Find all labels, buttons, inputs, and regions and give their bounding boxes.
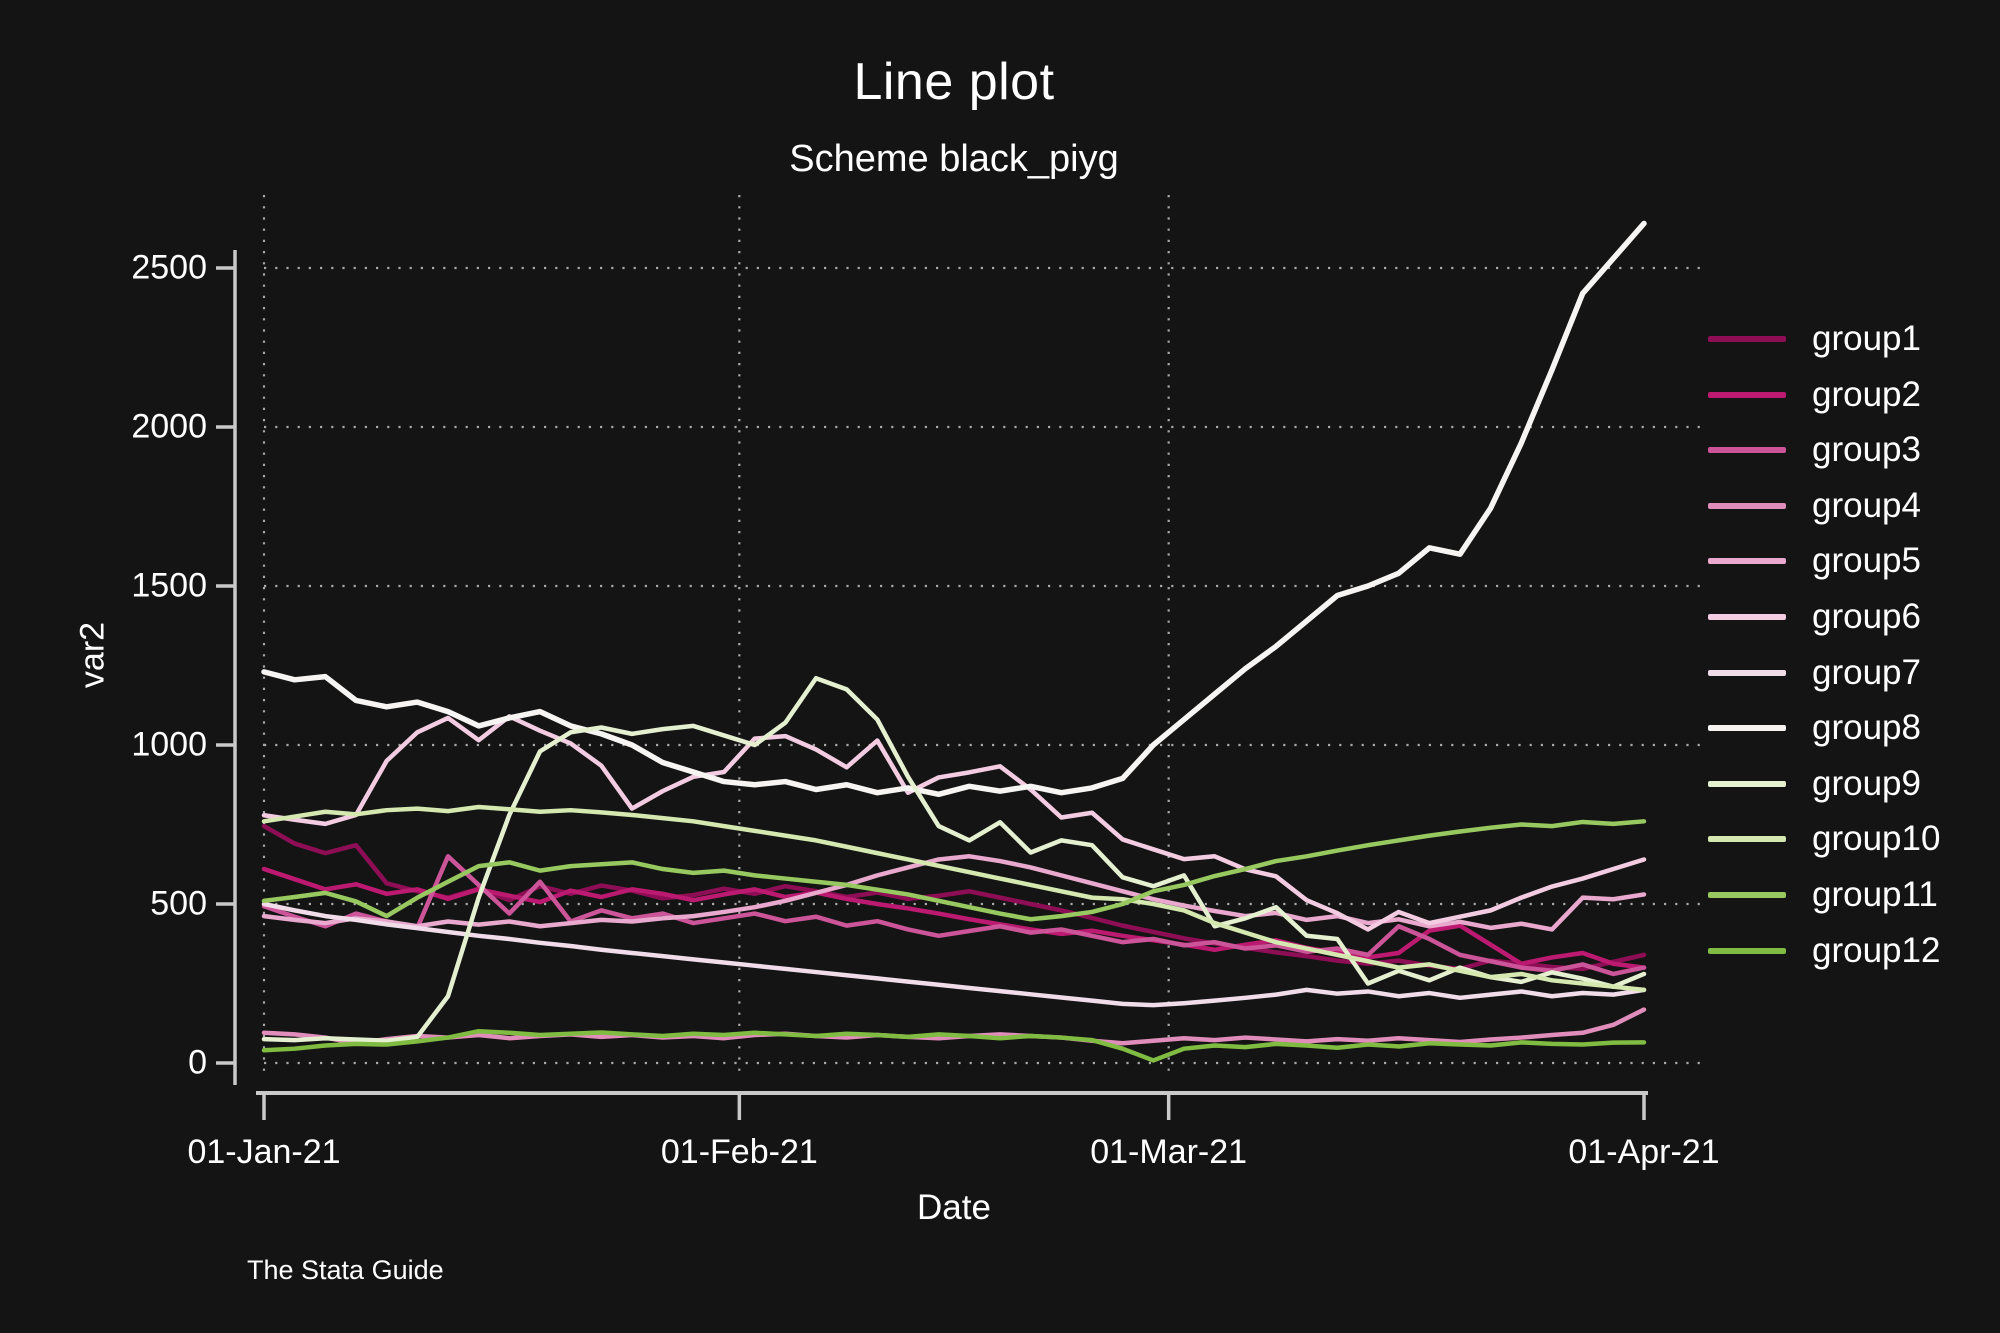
y-tick-label: 1000 bbox=[131, 725, 207, 764]
x-tick-label: 01-Feb-21 bbox=[660, 1133, 818, 1171]
legend-label: group2 bbox=[1812, 374, 1921, 414]
y-tick-label: 1500 bbox=[131, 566, 207, 605]
y-tick-label: 0 bbox=[188, 1043, 207, 1082]
legend-label: group11 bbox=[1812, 875, 1938, 914]
legend-item-group3: group3 bbox=[1708, 428, 1921, 472]
chart-title: Line plot bbox=[853, 53, 1055, 111]
series-line-group6 bbox=[261, 714, 1647, 932]
legend-item-group12: group12 bbox=[1708, 929, 1940, 973]
legend-swatch-group2 bbox=[1708, 391, 1786, 398]
legend-item-group9: group9 bbox=[1708, 762, 1921, 806]
legend-label: group8 bbox=[1812, 708, 1921, 748]
chart-caption: The Stata Guide bbox=[247, 1255, 444, 1285]
legend-item-group10: group10 bbox=[1708, 817, 1940, 861]
legend-item-group6: group6 bbox=[1708, 595, 1921, 639]
y-tick-label: 2000 bbox=[131, 407, 207, 446]
y-tick-label: 500 bbox=[150, 884, 207, 923]
legend-label: group9 bbox=[1812, 763, 1921, 803]
legend-item-group11: group11 bbox=[1708, 873, 1938, 917]
legend-item-group7: group7 bbox=[1708, 651, 1921, 695]
legend-label: group7 bbox=[1812, 652, 1921, 692]
x-axis-title: Date bbox=[917, 1188, 991, 1227]
chart-subtitle: Scheme black_piyg bbox=[789, 138, 1119, 180]
legend-swatch-group3 bbox=[1708, 447, 1786, 454]
y-axis-title: var2 bbox=[73, 621, 112, 689]
series-line-group12 bbox=[261, 1028, 1647, 1063]
legend-label: group5 bbox=[1812, 541, 1921, 581]
legend-item-group5: group5 bbox=[1708, 539, 1921, 583]
legend-swatch-group10 bbox=[1708, 836, 1786, 843]
legend-swatch-group9 bbox=[1708, 780, 1786, 787]
legend-item-group8: group8 bbox=[1708, 706, 1921, 750]
legend-item-group2: group2 bbox=[1708, 373, 1921, 417]
series-line-group2 bbox=[261, 866, 1647, 970]
series-line-group3 bbox=[261, 854, 1647, 977]
legend-swatch-group12 bbox=[1708, 947, 1786, 954]
series-line-group7 bbox=[261, 901, 1647, 1008]
series-line-group10 bbox=[261, 804, 1647, 993]
series-line-group4 bbox=[261, 1007, 1647, 1046]
series-line-group5 bbox=[261, 854, 1647, 932]
legend-swatch-group5 bbox=[1708, 558, 1786, 565]
series-line-group1 bbox=[261, 823, 1647, 972]
legend-label: group6 bbox=[1812, 597, 1921, 636]
legend-label: group12 bbox=[1812, 930, 1941, 970]
legend-swatch-group1 bbox=[1708, 336, 1786, 342]
legend-swatch-group4 bbox=[1708, 502, 1786, 509]
y-tick-label: 2500 bbox=[131, 248, 207, 287]
legend-label: group3 bbox=[1812, 430, 1921, 470]
legend-label: group4 bbox=[1812, 485, 1921, 525]
legend-swatch-group7 bbox=[1708, 669, 1786, 676]
legend-swatch-group8 bbox=[1708, 725, 1786, 732]
series-line-group8 bbox=[261, 220, 1647, 798]
legend-swatch-group6 bbox=[1708, 614, 1786, 620]
legend-item-group1: group1 bbox=[1708, 317, 1921, 361]
legend-label: group1 bbox=[1812, 319, 1921, 358]
x-tick-label: 01-Apr-21 bbox=[1568, 1133, 1720, 1171]
legend-swatch-group11 bbox=[1708, 892, 1786, 898]
series-line-group9 bbox=[261, 675, 1647, 1043]
x-tick-label: 01-Jan-21 bbox=[187, 1133, 341, 1171]
legend-label: group10 bbox=[1812, 819, 1941, 859]
legend-item-group4: group4 bbox=[1708, 484, 1921, 528]
series-line-group11 bbox=[261, 819, 1647, 922]
x-tick-label: 01-Mar-21 bbox=[1090, 1133, 1248, 1171]
